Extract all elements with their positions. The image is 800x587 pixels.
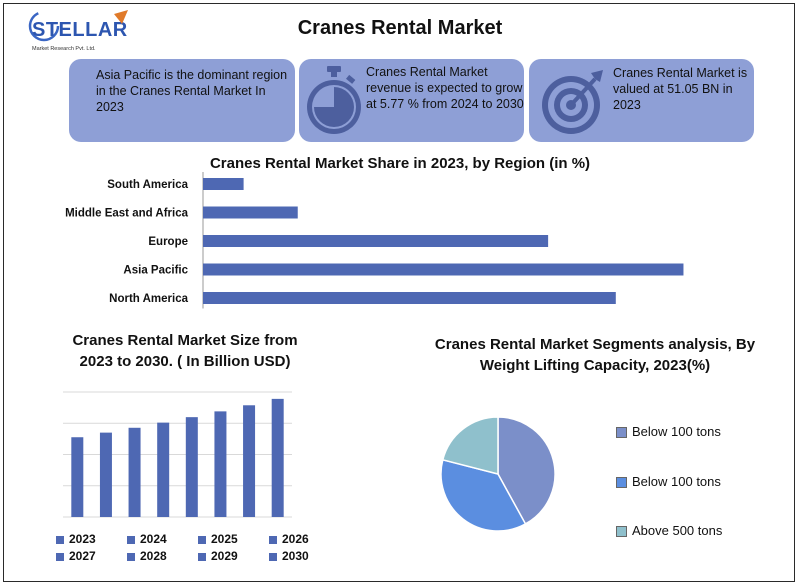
legend-label: 2026 [282, 532, 309, 546]
segment-chart-title: Cranes Rental Market Segments analysis, … [434, 336, 756, 374]
legend-item: 2029 [198, 549, 238, 563]
legend-swatch [198, 535, 206, 544]
legend-swatch [616, 526, 627, 538]
legend-label: 2024 [140, 532, 167, 546]
legend-swatch [616, 427, 627, 439]
card-text: Asia Pacific is the dominant region in t… [96, 68, 288, 114]
legend-swatch [56, 552, 64, 561]
stopwatch-icon [307, 66, 361, 134]
legend-label: 2030 [282, 549, 309, 563]
legend-label: 2025 [211, 532, 238, 546]
legend-swatch [127, 552, 135, 561]
legend-item: 2026 [269, 532, 309, 546]
target-icon [542, 70, 603, 134]
legend-item: 2024 [127, 532, 167, 546]
pie-legend-item: Below 100 tons [616, 424, 721, 439]
svg-text:Market Research Pvt. Ltd.: Market Research Pvt. Ltd. [32, 46, 96, 52]
info-card-region: Asia Pacific is the dominant region in t… [69, 59, 295, 142]
card-text: Cranes Rental Market is valued at 51.05 … [613, 66, 748, 112]
legend-swatch [269, 535, 277, 544]
legend-item: 2023 [56, 532, 96, 546]
region-chart-title: Cranes Rental Market Share in 2023, by R… [209, 155, 591, 172]
legend-swatch [56, 535, 64, 544]
legend-label: Below 100 tons [632, 473, 721, 489]
svg-text:STELLAR: STELLAR [32, 19, 128, 41]
legend-swatch [269, 552, 277, 561]
legend-label: 2028 [140, 549, 167, 563]
infographic-frame [3, 3, 795, 582]
legend-label: Below 100 tons [632, 424, 721, 439]
info-card-growth: Cranes Rental Market revenue is expected… [299, 59, 524, 142]
legend-label: 2023 [69, 532, 96, 546]
legend-swatch [127, 535, 135, 544]
legend-label: 2027 [69, 549, 96, 563]
stellar-logo: STELLAR Market Research Pvt. Ltd. [28, 10, 128, 52]
info-card-value: Cranes Rental Market is valued at 51.05 … [529, 59, 754, 142]
legend-swatch [616, 476, 627, 488]
legend-item: 2028 [127, 549, 167, 563]
legend-item: 2030 [269, 549, 309, 563]
legend-item: 2025 [198, 532, 238, 546]
legend-label: 2029 [211, 549, 238, 563]
market-size-chart-title: Cranes Rental Market Size from 2023 to 2… [72, 332, 298, 370]
pie-legend-item: Below 100 tons [616, 474, 721, 489]
page-title: Cranes Rental Market [297, 17, 503, 39]
legend-label: Above 500 tons [632, 523, 723, 538]
pie-legend-item: Above 500 tons [616, 523, 722, 538]
card-text: Cranes Rental Market revenue is expected… [366, 65, 524, 111]
legend-swatch [198, 552, 206, 561]
legend-item: 2027 [56, 549, 96, 563]
